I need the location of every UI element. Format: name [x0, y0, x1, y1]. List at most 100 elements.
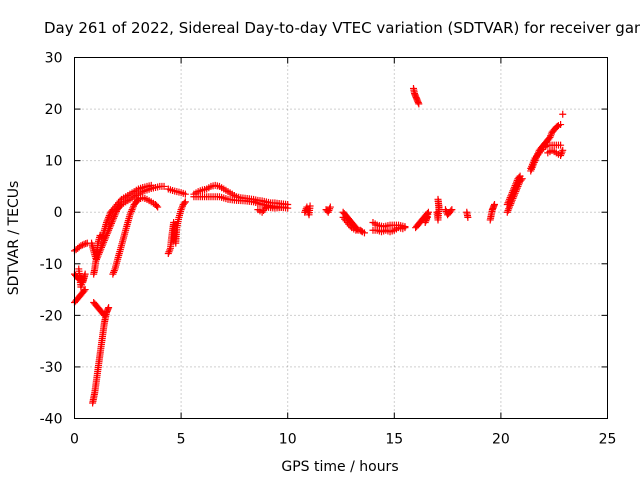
data-point-plus [178, 204, 186, 212]
data-point-plus [77, 242, 85, 250]
data-point-plus [324, 208, 332, 216]
data-point-plus [165, 248, 173, 256]
data-point-plus [441, 206, 449, 214]
data-point-plus [279, 203, 287, 211]
data-point-plus [103, 217, 111, 225]
data-point-plus [105, 213, 113, 221]
data-point-plus [128, 206, 136, 214]
data-point-plus [100, 238, 108, 246]
data-point-plus [464, 213, 472, 221]
data-point-plus [547, 132, 555, 140]
data-point-plus [505, 195, 513, 203]
data-point-plus [111, 211, 119, 219]
data-point-plus [110, 213, 118, 221]
x-tick-label: 20 [492, 432, 510, 448]
data-point-plus [97, 245, 105, 253]
data-point-plus [509, 187, 517, 195]
data-point-plus [105, 212, 113, 220]
chart-title: Day 261 of 2022, Sidereal Day-to-day VTE… [44, 19, 640, 37]
data-point-plus [503, 208, 511, 216]
data-point-plus [110, 214, 118, 222]
y-tick-label: -40 [40, 412, 63, 428]
data-point-plus [116, 197, 124, 205]
data-point-plus [559, 146, 567, 154]
data-point-plus [515, 173, 523, 181]
data-point-plus [261, 205, 269, 213]
data-point-plus [107, 219, 115, 227]
data-point-plus [102, 219, 110, 227]
data-point-plus [181, 190, 189, 198]
data-point-plus [81, 286, 89, 294]
data-point-plus [180, 199, 188, 207]
data-point-plus [508, 188, 516, 196]
data-point-plus [512, 180, 520, 188]
data-point-plus [99, 310, 107, 318]
data-point-plus [504, 199, 512, 207]
data-point-plus [546, 133, 554, 141]
data-point-plus [559, 110, 567, 118]
data-point-plus [107, 221, 115, 229]
data-point-plus [108, 218, 116, 226]
data-point-plus [127, 209, 135, 217]
data-point-plus [147, 181, 155, 189]
data-point-plus [557, 151, 565, 159]
y-tick-label: 0 [54, 205, 63, 221]
y-tick-label: -20 [40, 308, 63, 324]
data-point-plus [154, 203, 162, 211]
axes: 0 5 10 15 20 25 30 20 10 0 -10 -20 -30 -40 [40, 51, 617, 448]
data-point-plus [447, 207, 455, 215]
data-point-plus [177, 206, 185, 214]
data-point-plus [511, 182, 519, 190]
y-tick-label: 10 [45, 154, 63, 170]
data-point-plus [78, 241, 86, 249]
data-point-plus [352, 226, 360, 234]
y-tick-label: 30 [45, 51, 63, 67]
data-point-plus [284, 204, 292, 212]
data-point-plus [75, 265, 83, 273]
data-point-plus [110, 267, 118, 275]
data-point-plus [507, 192, 515, 200]
data-point-plus [513, 178, 521, 186]
x-axis-label: GPS time / hours [281, 459, 398, 475]
data-point-plus [166, 246, 174, 254]
data-point-plus [109, 216, 117, 224]
data-point-plus [326, 203, 334, 211]
data-point-plus [516, 172, 524, 180]
data-point-plus [510, 183, 518, 191]
data-point-plus [505, 205, 513, 213]
data-point-plus [557, 121, 565, 129]
data-point-plus [401, 223, 409, 231]
data-point-plus [422, 217, 430, 225]
x-tick-label: 5 [177, 432, 186, 448]
plot-frame [74, 57, 608, 419]
data-point-plus [558, 148, 566, 156]
data-point-plus [160, 182, 168, 190]
y-tick-label: 20 [45, 102, 63, 118]
data-point-plus [99, 240, 107, 248]
y-tick-label: -10 [40, 257, 63, 273]
data-point-plus [306, 202, 314, 210]
x-tick-label: 10 [279, 432, 297, 448]
data-point-plus [423, 213, 431, 221]
data-points [71, 84, 567, 407]
y-tick-label: -30 [40, 360, 63, 376]
x-tick-label: 25 [599, 432, 617, 448]
data-point-plus [506, 194, 514, 202]
data-point-plus [423, 215, 431, 223]
data-point-plus [153, 202, 161, 210]
x-tick-label: 0 [70, 432, 79, 448]
data-point-plus [505, 197, 513, 205]
data-point-plus [504, 206, 512, 214]
data-point-plus [435, 206, 443, 214]
data-point-plus [360, 229, 368, 237]
data-point-plus [325, 206, 333, 214]
data-point-plus [127, 207, 135, 215]
data-point-plus [510, 185, 518, 193]
data-point-plus [503, 200, 511, 208]
x-tick-label: 15 [385, 432, 403, 448]
data-point-plus [164, 249, 172, 257]
data-point-plus [508, 190, 516, 198]
data-point-plus [538, 145, 546, 153]
